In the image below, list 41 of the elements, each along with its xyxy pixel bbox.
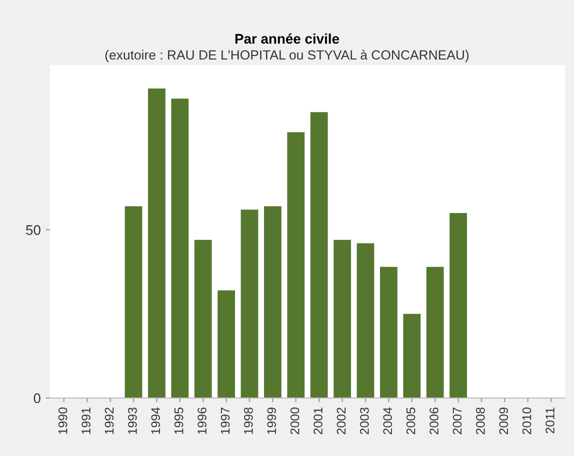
x-tick-label: 1994: [151, 407, 160, 434]
bar: [124, 206, 142, 398]
x-tick-label: 2011: [546, 408, 554, 434]
x-tick-label: 1999: [267, 408, 276, 434]
x-tick-label: 2010: [522, 408, 532, 434]
bar: [450, 213, 467, 398]
x-tick-label: 1996: [198, 408, 206, 434]
chart-subtitle: (exutoire : RAU DE L'HOPITAL ou STYVAL à CONCARNEAU): [105, 50, 469, 62]
bar: [148, 88, 166, 398]
x-tick-label: 1995: [174, 408, 184, 434]
y-tick-label: 0: [34, 393, 40, 404]
x-tick-label: 1991: [82, 408, 90, 434]
bar: [334, 240, 351, 398]
x-tick-label: 2004: [383, 407, 392, 434]
x-tick-label: 2006: [430, 408, 438, 434]
x-tick-label: 2005: [406, 408, 416, 434]
x-tick-label: 1997: [220, 408, 230, 434]
x-tick-label: 1993: [128, 408, 137, 434]
x-tick-label: 2000: [290, 408, 300, 434]
bar: [310, 112, 328, 398]
bar: [240, 210, 258, 398]
bar: [356, 243, 374, 398]
x-tick-label: 1990: [58, 408, 68, 434]
bar: [287, 132, 305, 398]
bar: [171, 98, 189, 398]
bar: [194, 240, 212, 398]
bar: [426, 266, 444, 398]
x-tick-label: 2007: [452, 408, 462, 434]
chart-title: Par année civile: [235, 33, 340, 44]
x-tick-label: 2002: [336, 408, 346, 434]
x-tick-label: 2009: [499, 408, 508, 434]
x-tick-label: 1992: [104, 408, 114, 434]
bar: [264, 206, 282, 398]
x-tick-label: 1998: [244, 408, 253, 434]
y-tick-label: 50: [26, 225, 40, 235]
x-tick-label: 2008: [476, 408, 485, 434]
bar: [403, 314, 421, 398]
x-tick-label: 2003: [360, 408, 369, 434]
x-tick-label: 2001: [314, 408, 322, 434]
bar: [380, 266, 398, 398]
bar: [218, 290, 236, 398]
